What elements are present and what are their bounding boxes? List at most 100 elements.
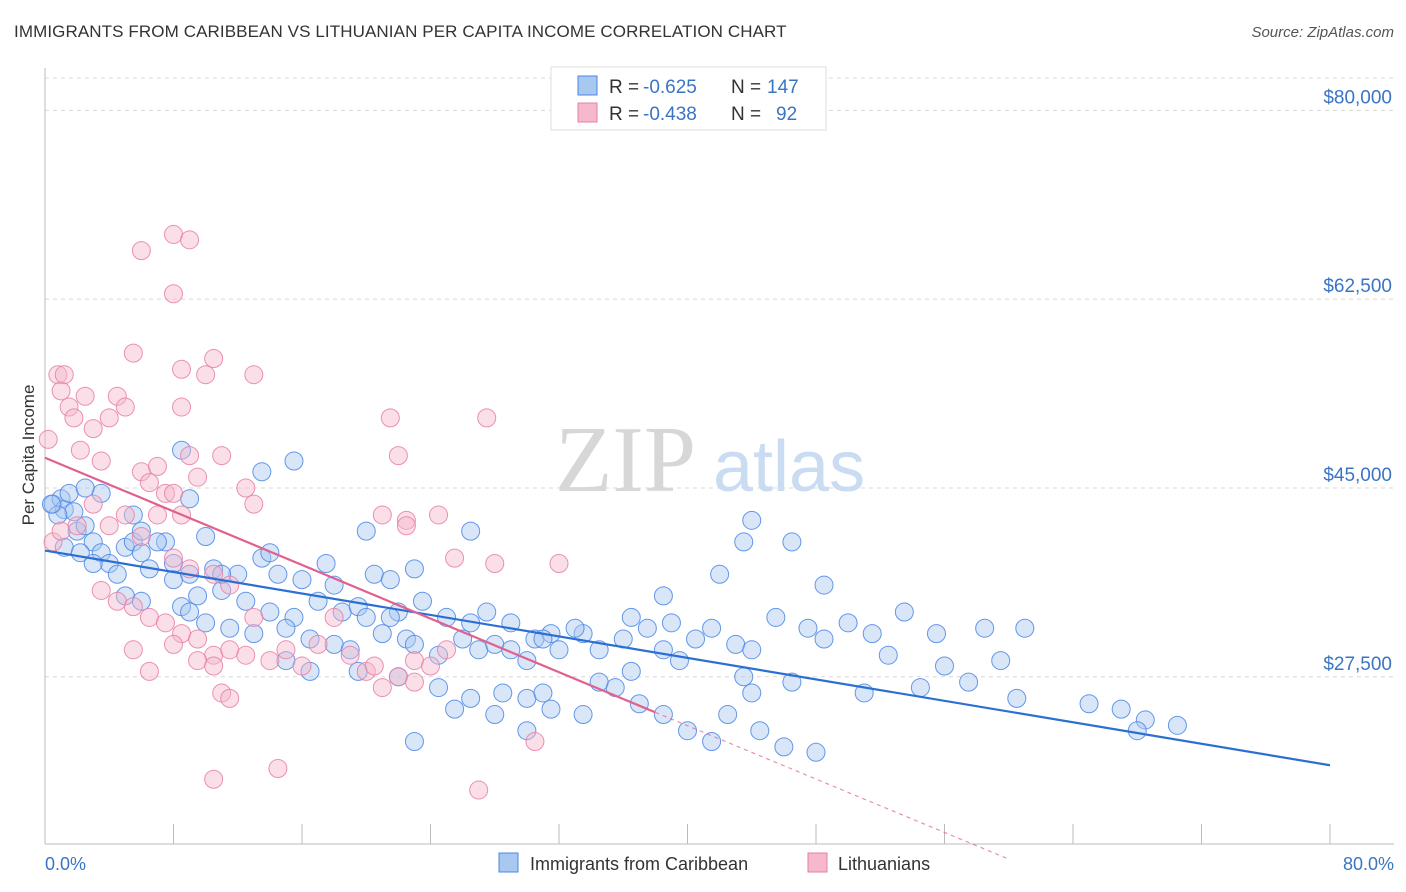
caribbean-point bbox=[380, 570, 400, 590]
stats-swatch-blue bbox=[577, 75, 598, 96]
caribbean-point bbox=[356, 521, 376, 541]
grid-lines: $27,500 $45,000 $62,500 $80,000 bbox=[45, 77, 1394, 678]
caribbean-point bbox=[220, 618, 240, 638]
lithuanian-point bbox=[164, 483, 183, 503]
caribbean-point bbox=[935, 656, 954, 676]
lithuanian-point bbox=[276, 640, 296, 660]
y-tick-label: $80,000 bbox=[1323, 87, 1392, 108]
y-tick-label: $62,500 bbox=[1323, 276, 1392, 297]
caribbean-point bbox=[380, 607, 400, 627]
axes: 0.0% 80.0% bbox=[44, 68, 1394, 874]
lithuanian-point bbox=[38, 429, 58, 449]
lithuanian-point bbox=[308, 634, 328, 654]
lithuanian-point bbox=[429, 505, 449, 525]
caribbean-point bbox=[1007, 688, 1027, 708]
lithuanian-point bbox=[396, 510, 416, 530]
lithuanian-trend-line bbox=[44, 456, 656, 714]
stats-legend: R = -0.625 N = 147 R = -0.438 N = 92 bbox=[550, 66, 827, 131]
legend-label-caribbean: Immigrants from Caribbean bbox=[530, 854, 748, 874]
lithuanian-point bbox=[75, 386, 95, 406]
lithuanian-point bbox=[164, 548, 183, 568]
lithuanian-point bbox=[220, 688, 240, 708]
caribbean-point bbox=[702, 618, 722, 638]
lithuanian-point bbox=[147, 456, 167, 476]
trend-lines bbox=[44, 456, 1331, 860]
caribbean-point bbox=[710, 564, 730, 584]
caribbean-point bbox=[316, 553, 336, 573]
caribbean-point bbox=[782, 532, 802, 552]
x-tick-label-start: 0.0% bbox=[45, 854, 86, 874]
lithuanian-point bbox=[380, 408, 400, 428]
caribbean-point bbox=[838, 613, 858, 633]
lithuanian-trend-extension bbox=[655, 711, 1009, 860]
lithuanian-point bbox=[115, 505, 135, 525]
caribbean-point bbox=[589, 640, 609, 660]
caribbean-point bbox=[75, 478, 95, 498]
lithuanian-point bbox=[268, 758, 288, 778]
caribbean-point bbox=[621, 607, 641, 627]
lithuanian-point bbox=[404, 672, 424, 692]
caribbean-point bbox=[959, 672, 979, 692]
caribbean-point bbox=[493, 683, 513, 703]
caribbean-point bbox=[1015, 618, 1035, 638]
legend-swatch-caribbean bbox=[498, 852, 519, 873]
caribbean-point bbox=[653, 640, 673, 660]
caribbean-point bbox=[372, 624, 392, 644]
caribbean-point bbox=[806, 742, 826, 762]
caribbean-trend-line bbox=[44, 549, 1331, 767]
caribbean-point bbox=[485, 705, 505, 725]
x-tick-label-end: 80.0% bbox=[1343, 854, 1394, 874]
caribbean-point bbox=[445, 699, 465, 719]
lithuanian-point bbox=[139, 661, 159, 681]
lithuanian-point bbox=[188, 629, 208, 649]
lithuanian-point bbox=[477, 408, 497, 428]
stats-n-value-2: 92 bbox=[776, 104, 797, 125]
caribbean-point bbox=[621, 661, 641, 681]
caribbean-point bbox=[324, 634, 344, 654]
caribbean-point bbox=[268, 564, 288, 584]
lithuanian-point bbox=[123, 343, 143, 363]
lithuanian-point bbox=[54, 365, 74, 385]
caribbean-point bbox=[750, 721, 770, 741]
lithuanian-point bbox=[172, 397, 192, 417]
watermark: ZIP atlas bbox=[555, 408, 865, 512]
lithuanian-point bbox=[396, 516, 416, 536]
lithuanian-point bbox=[115, 397, 135, 417]
lithuanian-point bbox=[204, 349, 224, 369]
lithuanian-point bbox=[188, 651, 208, 671]
stats-n-label-2: N = bbox=[731, 104, 761, 125]
caribbean-point bbox=[1111, 699, 1131, 719]
stats-r-value-1: -0.625 bbox=[643, 77, 697, 98]
caribbean-point bbox=[678, 721, 697, 741]
caribbean-point bbox=[774, 737, 794, 757]
lithuanian-point bbox=[188, 467, 208, 487]
lithuanian-point bbox=[70, 440, 90, 460]
caribbean-point bbox=[244, 624, 264, 644]
stats-r-value-2: -0.438 bbox=[643, 104, 697, 125]
lithuanian-point bbox=[51, 381, 71, 401]
caribbean-point bbox=[1167, 715, 1187, 735]
legend-label-lithuanians: Lithuanians bbox=[838, 854, 930, 874]
lithuanian-point bbox=[244, 494, 264, 514]
caribbean-point bbox=[196, 613, 216, 633]
lithuanian-point bbox=[469, 780, 489, 800]
lithuanian-point bbox=[139, 473, 159, 493]
caribbean-point bbox=[565, 618, 585, 638]
caribbean-point bbox=[91, 543, 111, 563]
lithuanian-point bbox=[51, 521, 71, 541]
lithuanian-point bbox=[48, 365, 68, 385]
lithuanian-point bbox=[236, 645, 256, 665]
caribbean-point bbox=[75, 516, 95, 536]
caribbean-point bbox=[549, 640, 569, 660]
lithuanian-point bbox=[372, 678, 392, 698]
caribbean-point bbox=[661, 613, 681, 633]
lithuanian-point bbox=[164, 224, 183, 244]
lithuanian-point bbox=[180, 230, 200, 250]
lithuanian-point bbox=[244, 365, 264, 385]
caribbean-point bbox=[742, 510, 762, 530]
caribbean-point bbox=[83, 532, 103, 552]
chart-title: IMMIGRANTS FROM CARIBBEAN VS LITHUANIAN … bbox=[14, 22, 787, 41]
caribbean-point bbox=[107, 564, 127, 584]
lithuanian-point bbox=[244, 607, 264, 627]
lithuanian-point bbox=[236, 478, 256, 498]
